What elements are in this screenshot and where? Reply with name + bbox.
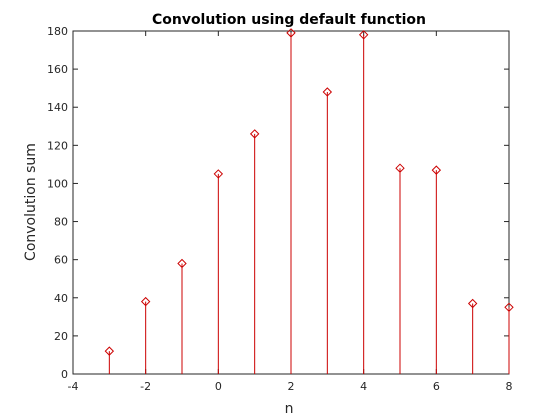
y-tick-label: 0 [61, 368, 68, 381]
y-tick-label: 160 [47, 63, 68, 76]
y-tick-label: 60 [54, 254, 68, 267]
x-tick-label: 8 [506, 380, 513, 393]
stem-marker [358, 30, 369, 40]
y-tick-label: 180 [47, 25, 68, 38]
y-tick-label: 120 [47, 139, 68, 152]
stem-marker [431, 165, 442, 175]
stem-marker [249, 129, 260, 139]
y-tick-label: 100 [47, 177, 68, 190]
stem-marker [213, 169, 224, 179]
stem-marker [467, 298, 478, 309]
stem-marker [140, 296, 151, 307]
y-tick-label: 80 [54, 216, 68, 229]
x-tick-label: 0 [215, 380, 222, 393]
stem-marker [322, 87, 333, 97]
chart-title: Convolution using default function [152, 12, 426, 28]
x-tick-label: -4 [68, 380, 79, 393]
stem-marker [395, 163, 405, 173]
x-tick-label: -2 [140, 380, 151, 393]
stem-marker [177, 258, 187, 269]
stem-marker [104, 346, 115, 356]
y-tick-label: 140 [47, 101, 68, 114]
y-tick-label: 20 [54, 330, 68, 343]
stem-series [104, 28, 514, 374]
stem-marker [504, 302, 514, 313]
x-tick-label: 2 [288, 380, 295, 393]
y-axis-label: Convolution sum [23, 143, 39, 261]
y-tick-label: 40 [54, 292, 68, 305]
x-axis-label: n [285, 401, 294, 417]
x-tick-label: 6 [433, 380, 440, 393]
stem-marker [286, 28, 296, 38]
x-tick-label: 4 [360, 380, 367, 393]
